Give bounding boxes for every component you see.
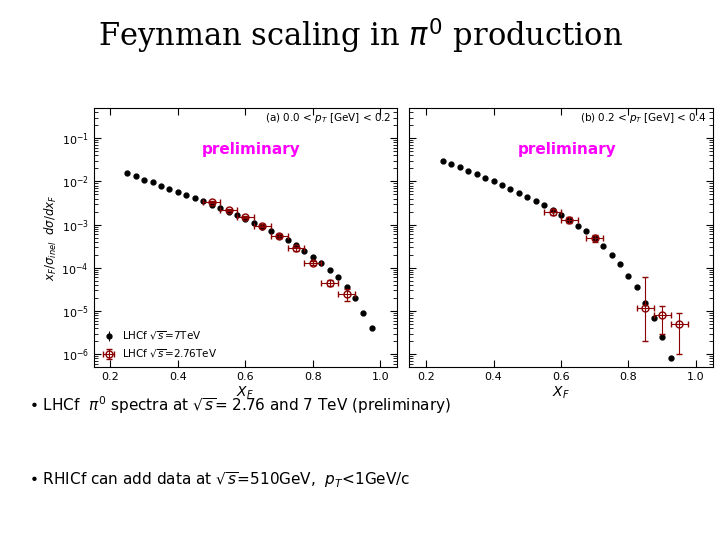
Text: (a) 0.0 < $p_T$ [GeV] < 0.2: (a) 0.0 < $p_T$ [GeV] < 0.2 bbox=[265, 111, 391, 125]
Text: preliminary: preliminary bbox=[518, 141, 616, 157]
X-axis label: $X_F$: $X_F$ bbox=[236, 385, 254, 401]
Y-axis label: $x_F/\sigma_{inel}$  $d\sigma/dx_F$: $x_F/\sigma_{inel}$ $d\sigma/dx_F$ bbox=[42, 194, 58, 281]
Text: preliminary: preliminary bbox=[202, 141, 301, 157]
Text: • RHICf can add data at $\sqrt{s}$=510GeV,  $p_T$<1GeV/c: • RHICf can add data at $\sqrt{s}$=510Ge… bbox=[29, 470, 410, 490]
Legend: LHCf $\sqrt{s}$=7TeV, LHCf $\sqrt{s}$=2.76TeV: LHCf $\sqrt{s}$=7TeV, LHCf $\sqrt{s}$=2.… bbox=[99, 327, 219, 362]
X-axis label: $X_F$: $X_F$ bbox=[552, 385, 570, 401]
Text: (b) 0.2 < $p_T$ [GeV] < 0.4: (b) 0.2 < $p_T$ [GeV] < 0.4 bbox=[580, 111, 707, 125]
Text: Feynman scaling in $\pi^0$ production: Feynman scaling in $\pi^0$ production bbox=[97, 16, 623, 56]
Text: • LHCf  $\pi^0$ spectra at $\sqrt{s}$= 2.76 and 7 TeV (preliminary): • LHCf $\pi^0$ spectra at $\sqrt{s}$= 2.… bbox=[29, 394, 451, 416]
